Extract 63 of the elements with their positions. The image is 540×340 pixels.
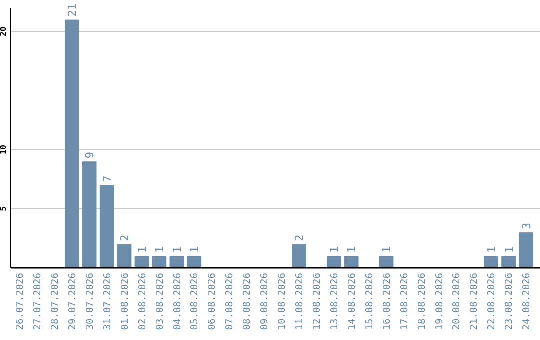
data-label: 1 (380, 246, 394, 254)
data-label: 3 (520, 222, 534, 230)
bar (502, 256, 516, 268)
bar (187, 256, 202, 268)
data-label: 1 (502, 246, 516, 254)
x-tick-label: 01.08.2026 (120, 272, 131, 330)
data-label: 2 (293, 234, 306, 242)
data-label: 1 (153, 246, 166, 254)
x-tick-label: 28.07.2026 (50, 272, 61, 330)
bar (519, 232, 534, 268)
x-tick-label: 15.08.2026 (364, 272, 376, 330)
y-tick-label: 20 (0, 26, 8, 36)
bar (292, 244, 306, 268)
x-tick-label: 19.08.2026 (434, 272, 446, 330)
x-tick-label: 24.08.2026 (522, 272, 533, 330)
x-tick-label: 27.07.2026 (32, 272, 44, 330)
bar (117, 244, 132, 268)
x-tick-label: 06.08.2026 (207, 272, 218, 330)
bar (64, 20, 80, 268)
x-tick-label: 12.08.2026 (312, 272, 323, 330)
x-tick-label: 11.08.2026 (294, 272, 306, 330)
data-label: 1 (188, 246, 202, 254)
x-tick-label: 17.08.2026 (399, 272, 410, 330)
bar (379, 256, 394, 268)
bar (484, 256, 498, 268)
bar (82, 162, 97, 268)
x-tick-label: 09.08.2026 (260, 272, 271, 330)
data-label: 7 (101, 176, 114, 182)
x-tick-label: 03.08.2026 (154, 272, 166, 330)
x-tick-label: 29.07.2026 (67, 272, 78, 330)
data-label: 1 (485, 246, 498, 254)
data-label: 1 (170, 246, 184, 254)
x-tick-label: 14.08.2026 (346, 272, 358, 330)
y-tick-label: 10 (0, 144, 8, 155)
bar (100, 185, 114, 268)
data-label: 1 (328, 246, 342, 254)
data-label: 21 (66, 4, 80, 17)
x-tick-label: 26.07.2026 (15, 272, 26, 330)
bar (134, 256, 150, 268)
data-label: 2 (118, 234, 132, 242)
x-tick-label: 05.08.2026 (190, 272, 201, 330)
x-tick-label: 30.07.2026 (84, 272, 96, 330)
x-tick-label: 13.08.2026 (329, 272, 340, 330)
x-tick-label: 02.08.2026 (137, 272, 148, 330)
x-tick-label: 21.08.2026 (469, 272, 480, 330)
data-label: 1 (346, 246, 359, 254)
x-tick-label: 16.08.2026 (382, 272, 393, 330)
bar (326, 256, 342, 268)
bar (170, 256, 184, 268)
data-label: 9 (84, 152, 97, 159)
bar (152, 256, 167, 268)
x-tick-label: 18.08.2026 (416, 272, 428, 330)
x-tick-label: 04.08.2026 (172, 272, 184, 330)
data-label: 1 (136, 246, 149, 254)
x-tick-label: 07.08.2026 (224, 272, 236, 330)
bar (344, 256, 359, 268)
x-tick-label: 22.08.2026 (486, 272, 498, 330)
x-tick-label: 08.08.2026 (242, 272, 254, 330)
x-tick-label: 10.08.2026 (277, 272, 288, 330)
x-tick-label: 31.07.2026 (102, 272, 114, 330)
x-tick-label: 23.08.2026 (504, 272, 516, 330)
x-tick-label: 20.08.2026 (452, 272, 463, 330)
y-tick-label: 5 (0, 206, 8, 212)
